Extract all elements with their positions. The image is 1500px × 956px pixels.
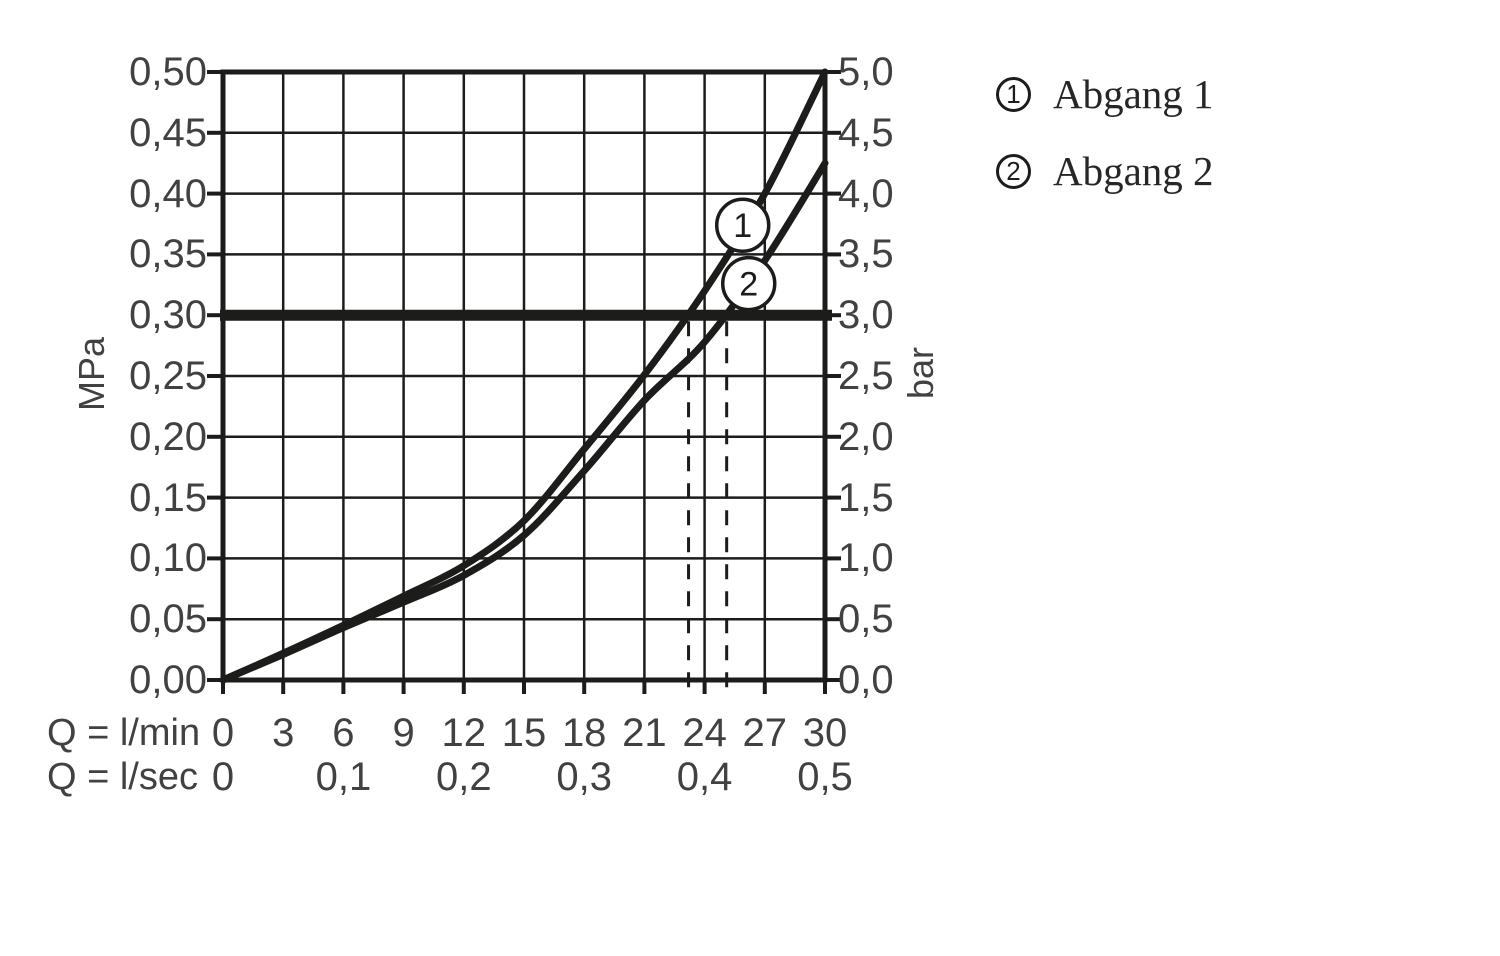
x-lmin-tick-label: 0	[211, 711, 235, 755]
y-right-tick-label: 2,0	[838, 414, 894, 459]
x-lsec-tick-label: 0,5	[797, 755, 853, 799]
y-right-tick-label: 3,5	[838, 232, 894, 277]
x-lmin-tick-label: 30	[802, 711, 848, 755]
y-left-tick-label: 0,00	[129, 658, 207, 702]
x-lsec-tick-label: 0,2	[435, 755, 492, 799]
y-axis-right-unit-label: bar	[900, 346, 941, 400]
y-left-tick-label: 0,15	[129, 475, 207, 520]
legend-label-abgang-2: Abgang 2	[1053, 148, 1214, 194]
y-right-tick-label: 0,0	[838, 658, 894, 702]
x-axis-lsec-caption: Q = l/sec	[47, 756, 198, 798]
curve-markers-layer: 12	[714, 197, 777, 312]
legend: 1 Abgang 1 2 Abgang 2	[996, 70, 1214, 224]
x-lmin-tick-label: 9	[392, 711, 415, 755]
y-left-tick-label: 0,50	[129, 50, 207, 94]
x-lmin-tick-label: 6	[332, 711, 355, 755]
y-left-tick-label: 0,30	[129, 293, 207, 338]
x-lmin-tick-label: 15	[501, 711, 547, 755]
dashed-guides-layer	[687, 321, 729, 689]
legend-label-abgang-1: Abgang 1	[1053, 71, 1214, 117]
x-lmin-tick-label: 18	[561, 711, 607, 755]
x-lsec-tick-label: 0,3	[556, 755, 612, 799]
y-right-tick-label: 1,5	[838, 475, 894, 520]
x-lsec-tick-label: 0	[211, 755, 235, 799]
y-right-tick-label: 4,5	[838, 110, 894, 155]
x-lmin-tick-label: 27	[742, 711, 788, 755]
curve-marker-circle-2	[720, 255, 777, 312]
y-right-tick-label: 2,5	[838, 354, 894, 398]
legend-item-abgang-1: 1 Abgang 1	[996, 70, 1214, 118]
x-lmin-tick-label: 12	[441, 711, 487, 755]
curve-marker-number-1: 1	[733, 207, 752, 245]
curve-marker-circle-1	[714, 197, 771, 253]
y-left-tick-label: 0,10	[129, 536, 207, 581]
y-axis-left-unit-label: MPa	[71, 336, 112, 412]
x-lmin-tick-label: 3	[272, 711, 295, 755]
legend-circle-1-icon: 1	[996, 76, 1031, 112]
x-axis-lmin-caption: Q = l/min	[47, 712, 201, 754]
y-right-tick-label: 5,0	[838, 50, 894, 94]
grid-layer	[207, 69, 841, 694]
x-lsec-tick-label: 0,4	[676, 755, 733, 799]
y-right-tick-label: 3,0	[838, 293, 894, 338]
x-lmin-tick-label: 24	[682, 711, 727, 755]
y-left-tick-label: 0,20	[129, 414, 207, 459]
y-right-tick-label: 0,5	[838, 597, 894, 642]
legend-circle-2-icon: 2	[996, 153, 1031, 189]
y-left-tick-label: 0,45	[129, 110, 207, 155]
legend-item-abgang-2: 2 Abgang 2	[996, 147, 1214, 195]
y-left-tick-label: 0,35	[129, 232, 207, 277]
y-right-tick-label: 4,0	[838, 171, 894, 216]
y-left-tick-label: 0,25	[129, 354, 207, 398]
curve-marker-number-2: 2	[739, 266, 758, 304]
x-lmin-tick-label: 21	[622, 711, 667, 755]
y-left-tick-label: 0,05	[129, 597, 207, 642]
y-right-tick-label: 1,0	[838, 536, 894, 581]
y-left-tick-label: 0,40	[129, 171, 207, 216]
x-lsec-tick-label: 0,1	[315, 755, 372, 799]
